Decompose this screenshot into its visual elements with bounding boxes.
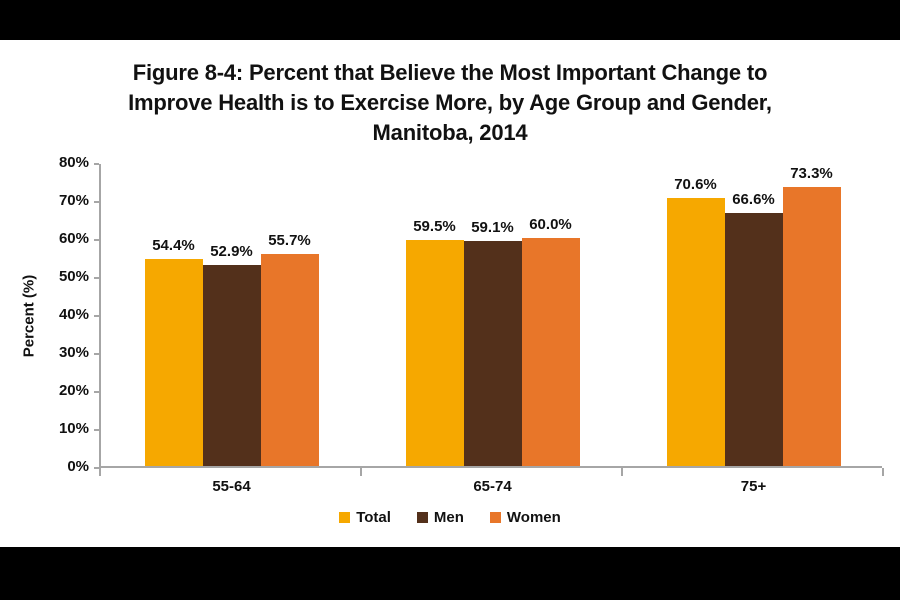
y-axis-tick (94, 391, 99, 393)
bar-total-55-64 (144, 259, 203, 466)
bar-value-label-women-55-64: 55.7% (268, 232, 311, 250)
bar-men-65-74 (463, 241, 522, 466)
bar-value-label-total-65-74: 59.5% (413, 217, 456, 235)
y-axis-tick (94, 201, 99, 203)
total-swatch-icon (339, 512, 351, 523)
bar-value-label-men-65-74: 59.1% (471, 219, 514, 237)
y-tick-label-80%: 80% (58, 154, 89, 171)
x-axis-label-75+: 75+ (740, 478, 767, 495)
y-tick-label-50%: 50% (58, 268, 89, 285)
bar-total-65-74 (405, 239, 464, 466)
y-tick-label-0%: 0% (67, 458, 89, 475)
y-axis-tick (94, 163, 99, 165)
x-axis-tick (882, 468, 884, 476)
legend: Total Men Women (0, 509, 900, 526)
chart-title: Figure 8-4: Percent that Believe the Mos… (60, 58, 840, 148)
bar-women-65-74 (521, 238, 580, 466)
x-axis-label-55-64: 55-64 (212, 478, 251, 495)
y-tick-label-30%: 30% (58, 344, 89, 361)
legend-label-women: Women (506, 509, 561, 526)
y-axis-tick (94, 429, 99, 431)
chart-title-line-2: Improve Health is to Exercise More, by A… (128, 90, 772, 115)
x-axis-tick (99, 468, 101, 476)
legend-item-total: Total (339, 509, 391, 526)
bar-value-label-women-75+: 73.3% (790, 165, 833, 183)
bar-value-label-total-55-64: 54.4% (152, 237, 195, 255)
y-axis-tick (94, 467, 99, 469)
chart-figure: Figure 8-4: Percent that Believe the Mos… (0, 40, 900, 547)
y-tick-label-10%: 10% (58, 420, 89, 437)
y-tick-label-40%: 40% (58, 306, 89, 323)
bar-value-label-men-55-64: 52.9% (210, 242, 253, 260)
bar-men-75+ (724, 212, 783, 466)
y-axis-tick (94, 239, 99, 241)
legend-label-total: Total (356, 509, 391, 526)
y-axis-tick (94, 277, 99, 279)
legend-item-men: Men (416, 509, 464, 526)
bar-value-label-men-75+: 66.6% (732, 190, 775, 208)
bar-women-75+ (782, 187, 841, 466)
y-tick-label-60%: 60% (58, 230, 89, 247)
chart-title-line-3: Manitoba, 2014 (372, 120, 528, 145)
bar-total-75+ (666, 197, 725, 466)
bar-men-55-64 (202, 264, 261, 466)
legend-item-women: Women (489, 509, 561, 526)
bar-women-55-64 (260, 254, 319, 466)
women-swatch-icon (489, 512, 501, 523)
chart-title-line-1: Figure 8-4: Percent that Believe the Mos… (132, 60, 768, 85)
x-axis-tick (621, 468, 623, 476)
legend-label-men: Men (433, 509, 464, 526)
y-tick-label-70%: 70% (58, 192, 89, 209)
bar-value-label-total-75+: 70.6% (674, 175, 717, 193)
y-axis-tick (94, 353, 99, 355)
x-axis-tick (360, 468, 362, 476)
y-axis-title: Percent (%) (20, 274, 38, 358)
bar-value-label-women-65-74: 60.0% (529, 216, 572, 233)
x-axis-label-65-74: 65-74 (473, 478, 512, 495)
y-tick-label-20%: 20% (58, 382, 89, 399)
y-axis-tick (94, 315, 99, 317)
men-swatch-icon (416, 512, 428, 523)
plot-area: 0% 10% 20% 30% 40% 50% 60% 70% 80% 54.4% 52.9% 55.7… (59, 154, 884, 495)
